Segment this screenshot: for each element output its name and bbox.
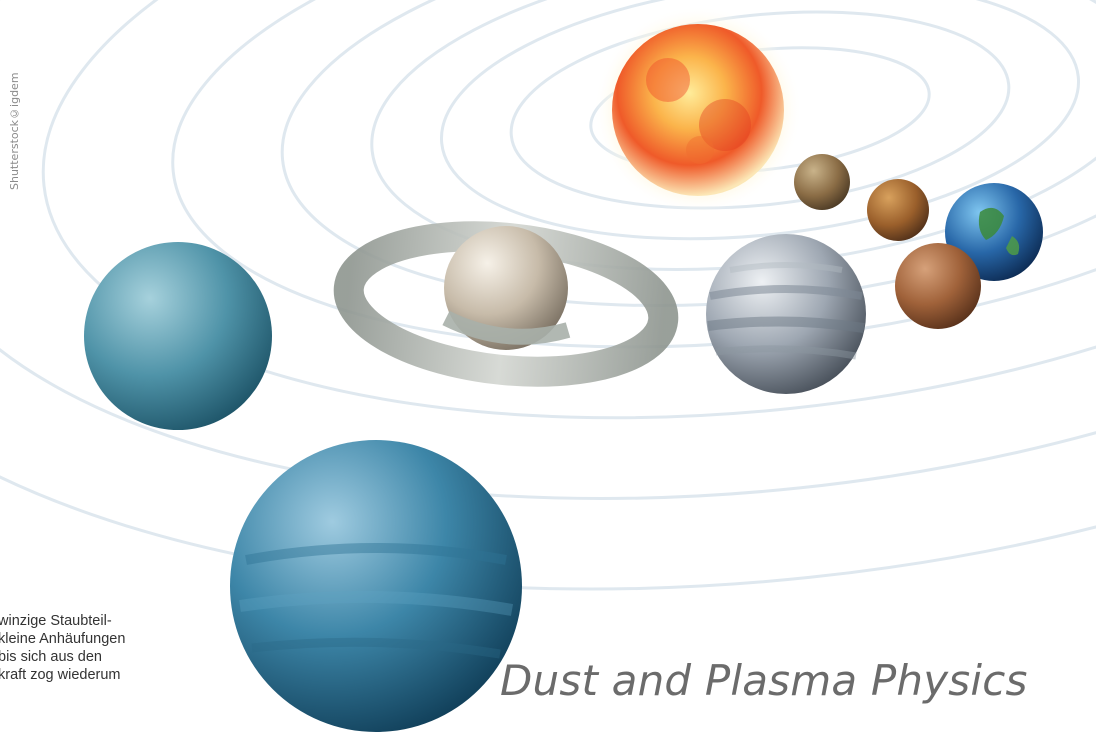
- venus: [867, 179, 929, 241]
- sun: [594, 6, 802, 214]
- body-text-line: bis sich aus den: [0, 649, 102, 665]
- saturn: [333, 221, 679, 387]
- body-text-line: kraft zog wiederum: [0, 667, 121, 683]
- photo-credit: Shutterstock©igdem: [8, 72, 21, 190]
- neptune: [230, 440, 522, 732]
- mars: [895, 243, 981, 329]
- earth: [945, 183, 1043, 281]
- uranus: [84, 242, 272, 430]
- body-text: winzige Staubteil- kleine Anhäufungen bi…: [0, 612, 220, 722]
- body-text-line: winzige Staubteil-: [0, 613, 112, 629]
- section-headline: Dust and Plasma Physics: [500, 656, 1028, 705]
- mercury: [794, 154, 850, 210]
- body-text-line: kleine Anhäufungen: [0, 631, 126, 647]
- jupiter: [706, 234, 866, 394]
